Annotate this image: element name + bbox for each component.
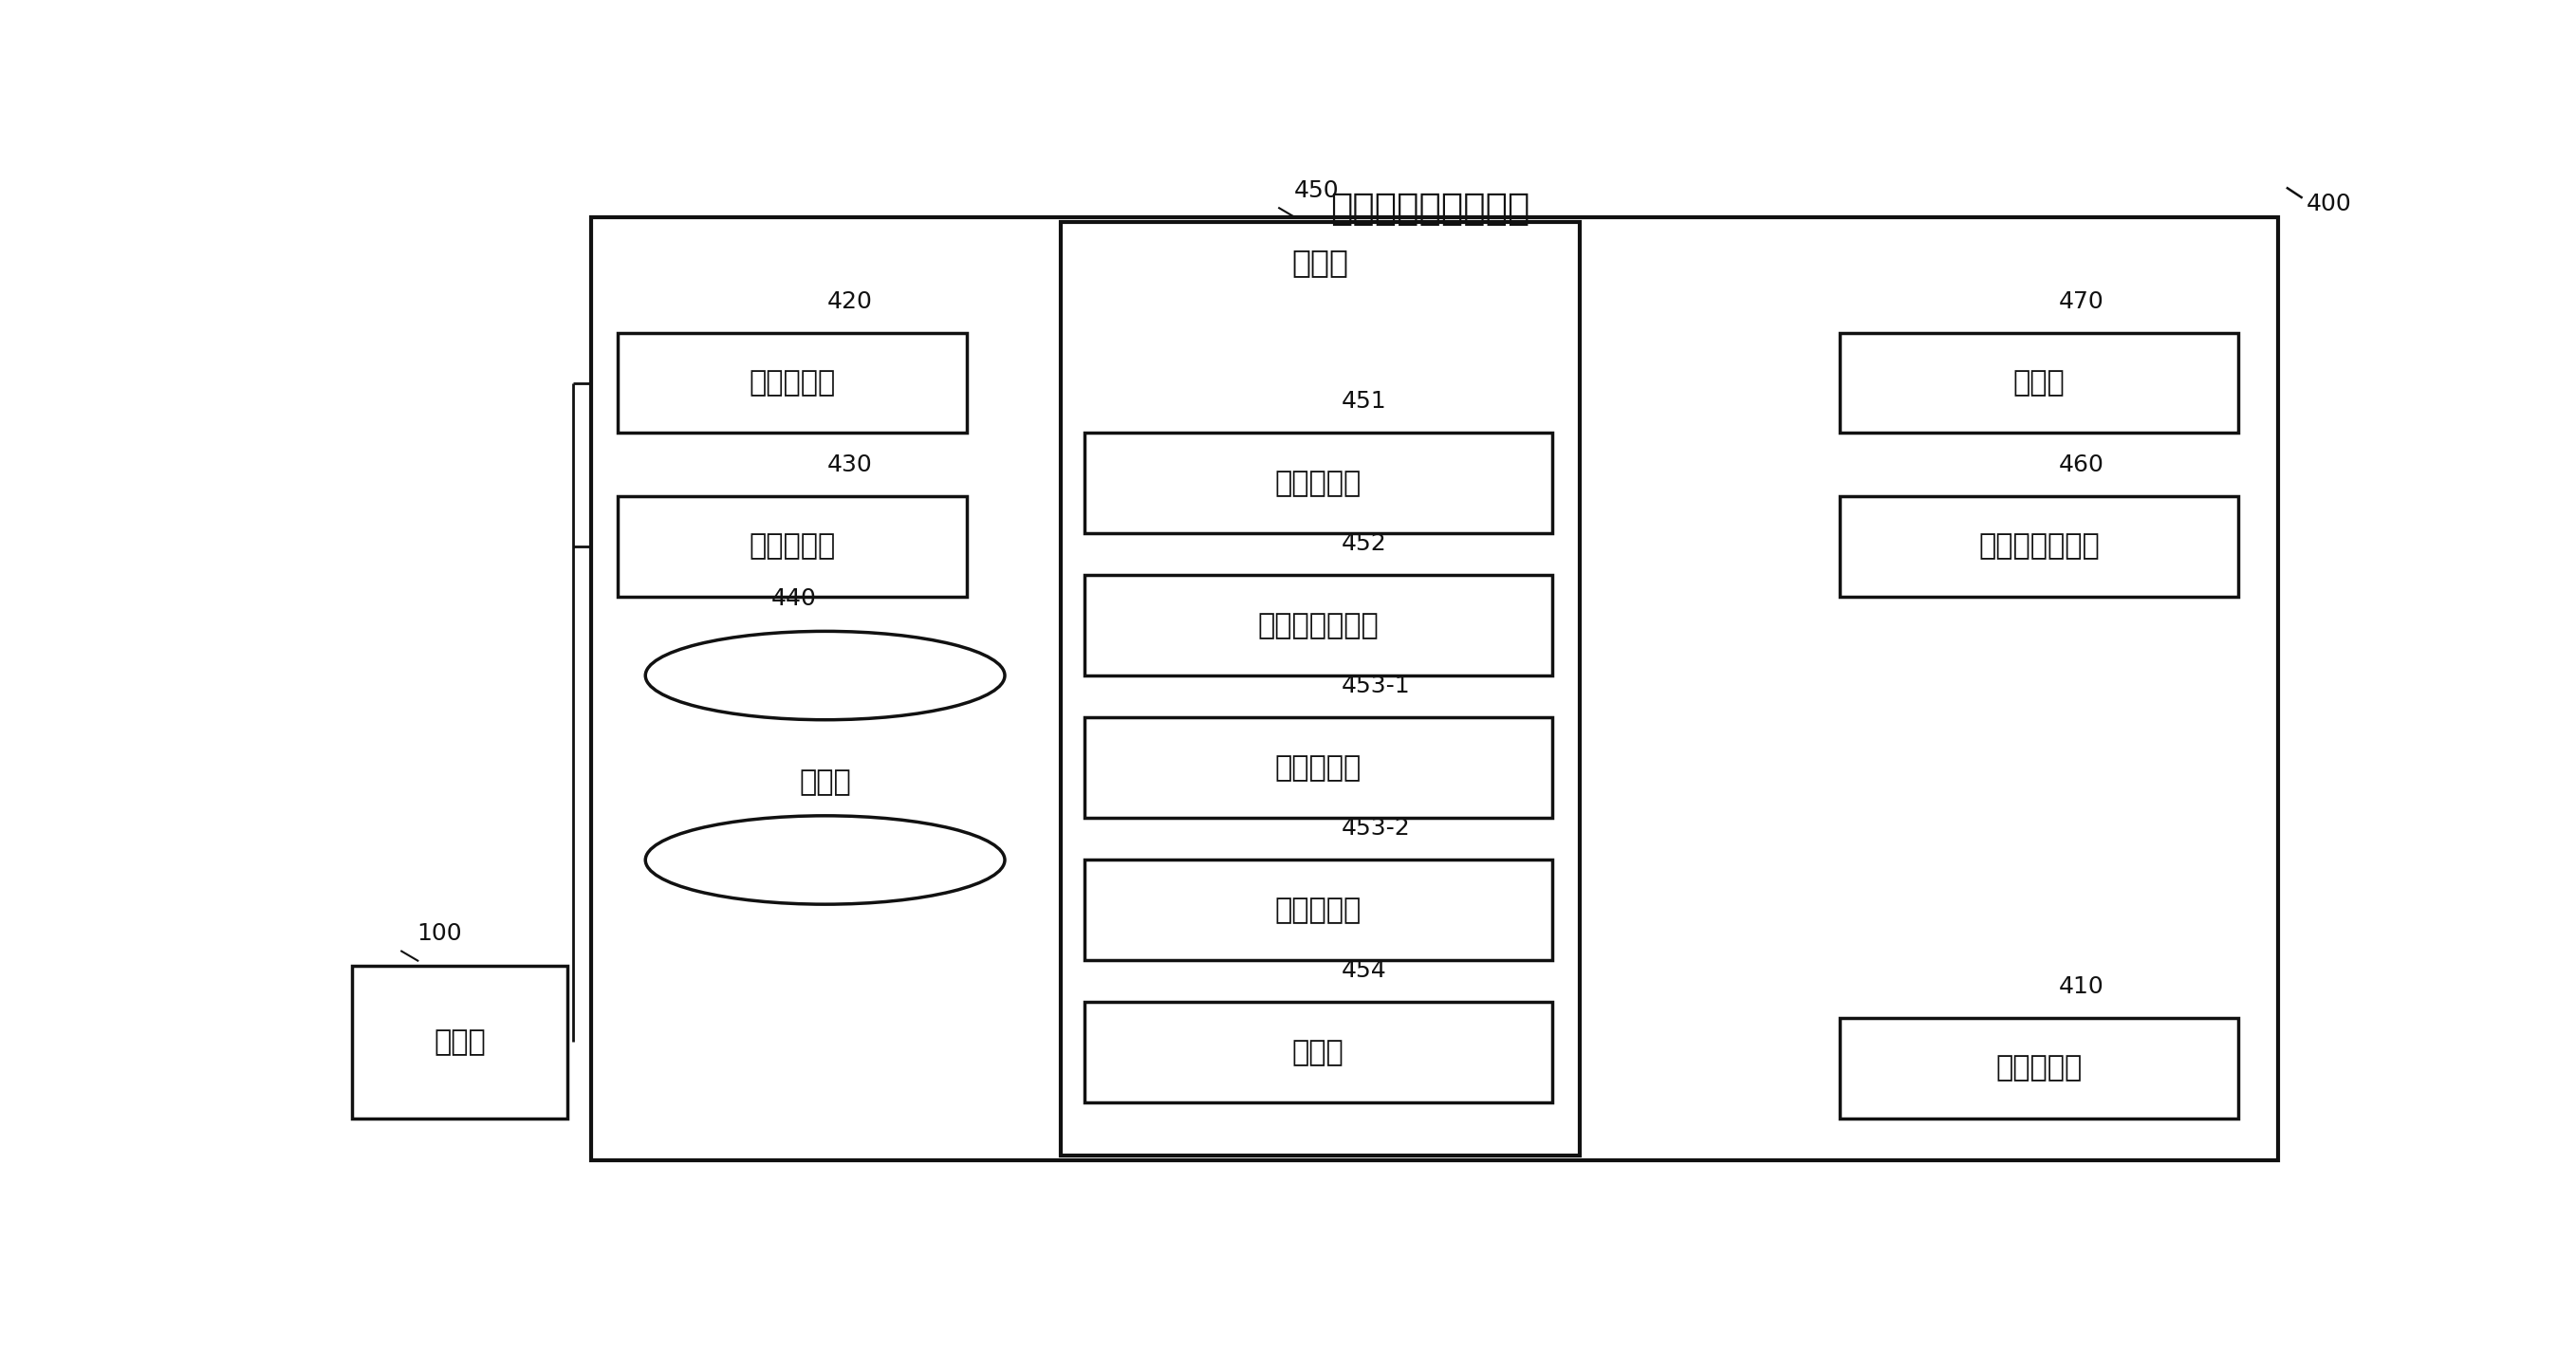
Text: 450: 450	[1293, 179, 1340, 203]
Text: 控制部: 控制部	[1291, 246, 1350, 278]
Text: 第二运算部: 第二运算部	[1275, 897, 1363, 924]
Text: 451: 451	[1342, 390, 1386, 413]
Bar	[1839, 1019, 2239, 1118]
Bar	[1061, 222, 1579, 1155]
Text: 输入部: 输入部	[2012, 370, 2066, 397]
Bar	[618, 333, 966, 433]
Text: 蓄电池: 蓄电池	[433, 1028, 487, 1055]
Text: 推定部: 推定部	[1293, 1039, 1345, 1066]
Text: 100: 100	[417, 923, 461, 946]
Text: 电流输出部: 电流输出部	[750, 370, 835, 397]
Text: 400: 400	[2306, 193, 2352, 215]
Text: 410: 410	[2058, 975, 2105, 998]
Ellipse shape	[647, 631, 1005, 720]
Text: 460: 460	[2058, 453, 2105, 476]
Bar	[618, 497, 966, 597]
Text: 内部蓄电池: 内部蓄电池	[1996, 1054, 2081, 1082]
Text: 电压响应测定部: 电压响应测定部	[1257, 612, 1378, 639]
Text: 440: 440	[770, 587, 817, 611]
Text: 推定结果输出部: 推定结果输出部	[1978, 533, 2099, 560]
Text: 电压测定部: 电压测定部	[750, 533, 835, 560]
Text: 420: 420	[827, 290, 873, 314]
Text: 470: 470	[2058, 290, 2105, 314]
Ellipse shape	[647, 816, 1005, 905]
Text: 第一运算部: 第一运算部	[1275, 754, 1363, 782]
Text: 453-1: 453-1	[1342, 675, 1412, 698]
Bar	[1084, 717, 1551, 817]
Bar	[353, 965, 567, 1118]
Text: 存储部: 存储部	[799, 769, 850, 797]
Bar	[1084, 860, 1551, 960]
Text: 454: 454	[1342, 960, 1386, 983]
Text: 输出控制部: 输出控制部	[1275, 470, 1363, 497]
Bar	[1084, 575, 1551, 675]
Bar	[1084, 433, 1551, 533]
Text: 430: 430	[827, 453, 873, 476]
Text: 蓄电池特性推定装置: 蓄电池特性推定装置	[1329, 190, 1530, 227]
Bar	[647, 675, 1005, 860]
Text: 452: 452	[1342, 533, 1386, 556]
Text: 453-2: 453-2	[1342, 817, 1412, 841]
Bar	[1084, 1002, 1551, 1102]
Bar	[1839, 497, 2239, 597]
Bar	[592, 216, 2277, 1161]
Bar	[1839, 333, 2239, 433]
